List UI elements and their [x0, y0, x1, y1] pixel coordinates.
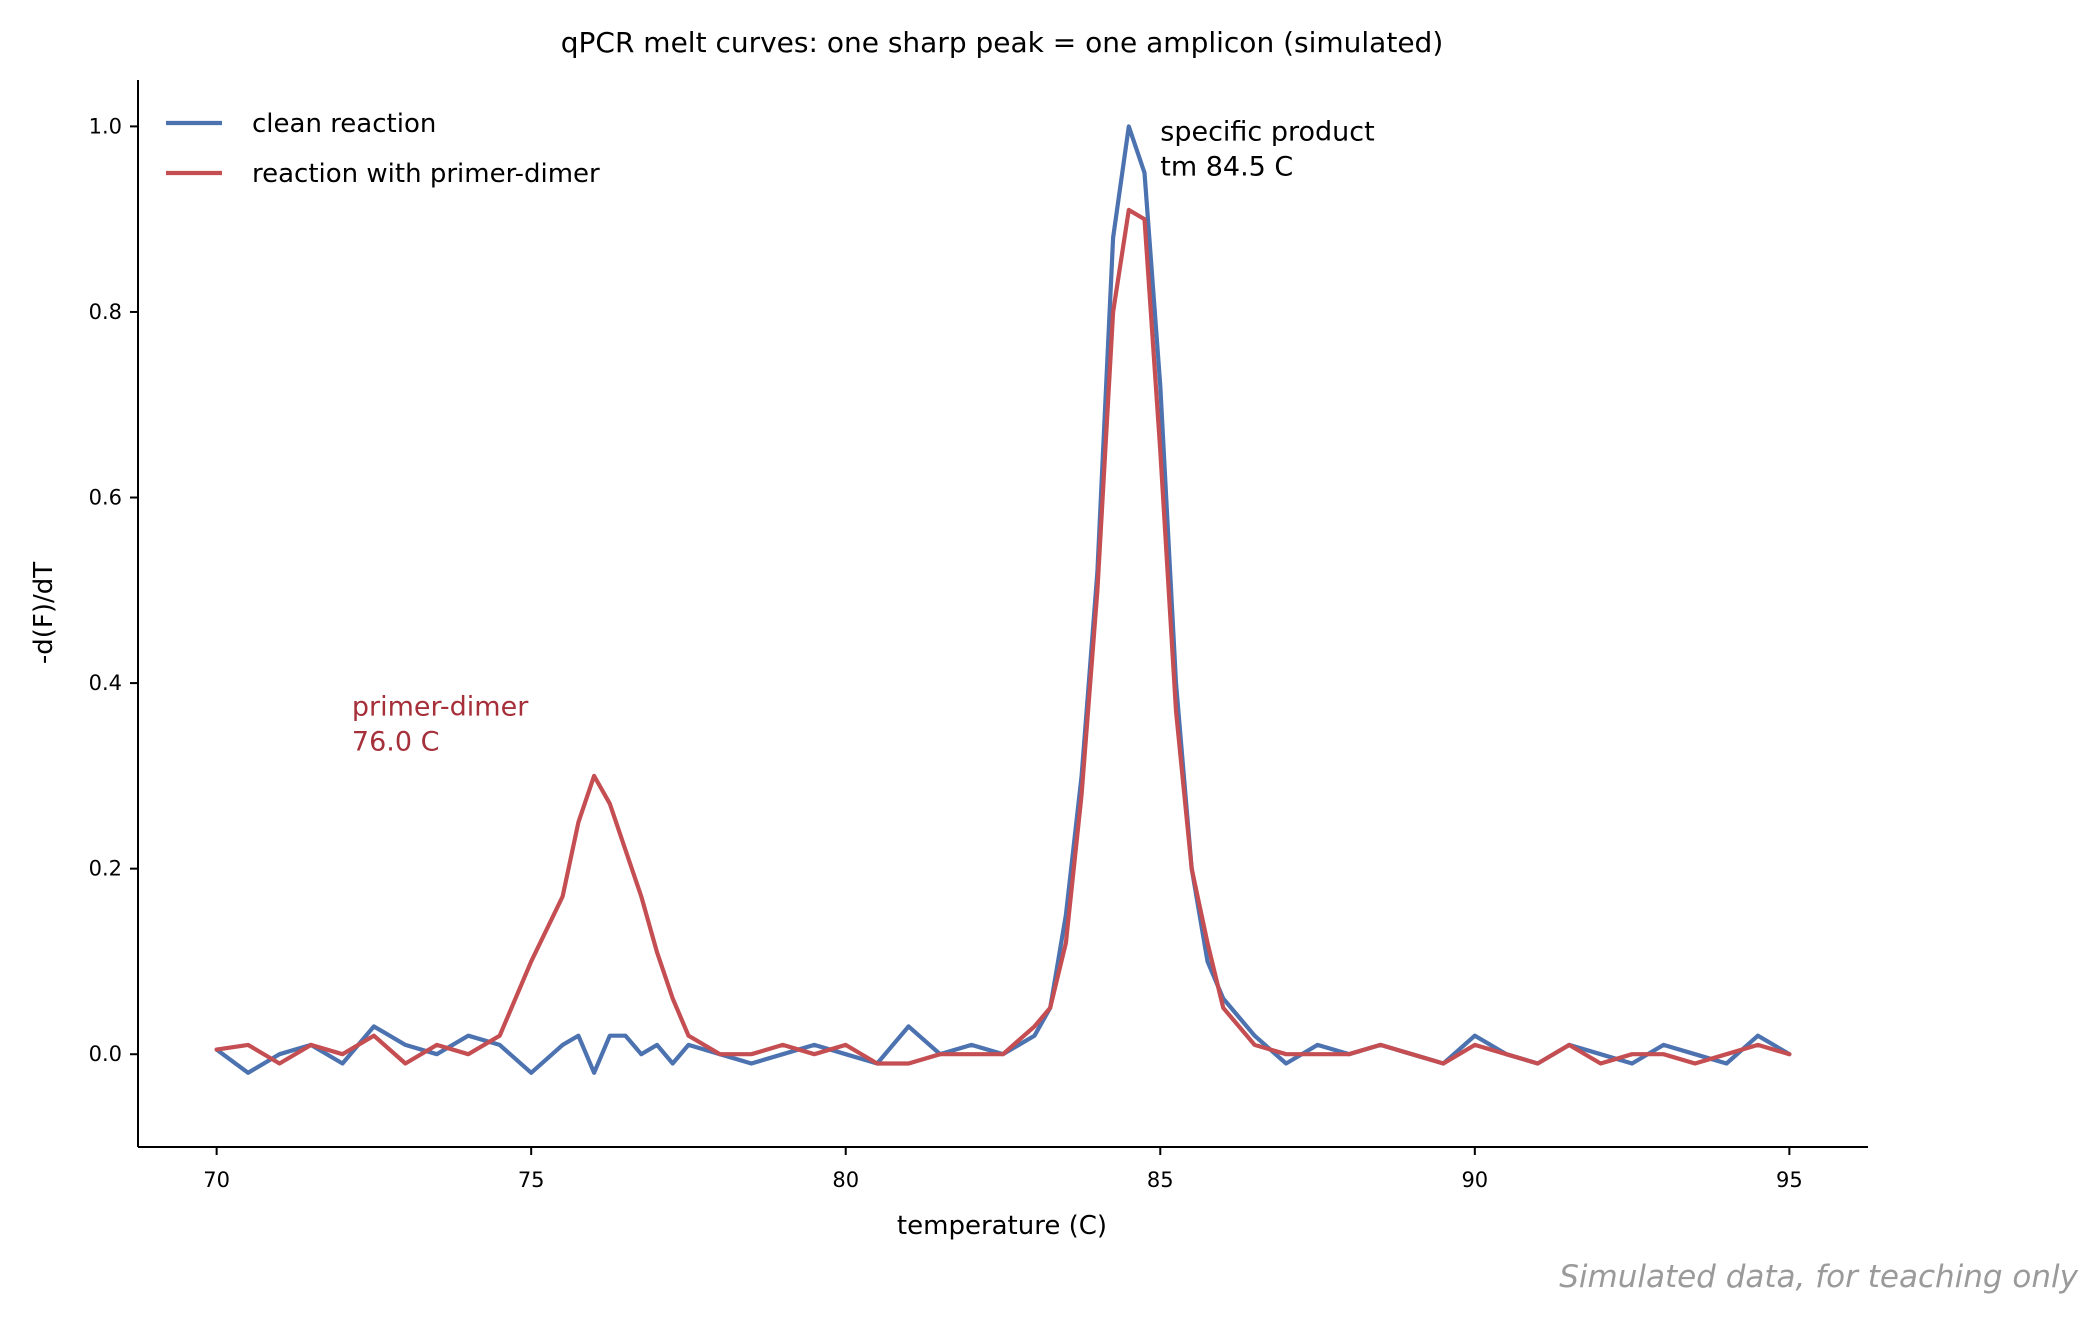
- legend-label: reaction with primer-dimer: [252, 159, 600, 189]
- y-tick-label: 0.8: [89, 300, 122, 324]
- axes: [137, 80, 1868, 1148]
- x-tick-label: 70: [203, 1168, 230, 1192]
- plot-lines: [214, 124, 1792, 1075]
- annotation-specific-product: specific product tm 84.5 C: [1160, 116, 1374, 182]
- series-line-primer-dimer: [214, 207, 1792, 1066]
- legend: clean reaction reaction with primer-dimer: [166, 109, 600, 189]
- series-line-clean: [214, 124, 1792, 1075]
- legend-label: clean reaction: [252, 109, 436, 139]
- x-tick-label: 95: [1776, 1168, 1803, 1192]
- x-tick-label: 90: [1461, 1168, 1488, 1192]
- y-tick-label: 1.0: [89, 114, 122, 138]
- annotations: specific product tm 84.5 C primer-dimer 76.…: [352, 116, 1375, 757]
- y-tick-label: 0.4: [89, 671, 122, 695]
- annotation-primer-dimer: primer-dimer 76.0 C: [352, 692, 529, 758]
- y-tick-label: 0.2: [89, 857, 122, 881]
- x-ticks: 70 75 80 85 90 95: [203, 1147, 1803, 1192]
- chart-title: qPCR melt curves: one sharp peak = one a…: [561, 26, 1444, 59]
- footer-note: Simulated data, for teaching only: [1559, 1259, 2078, 1295]
- x-tick-label: 85: [1147, 1168, 1174, 1192]
- x-tick-label: 75: [518, 1168, 545, 1192]
- y-ticks: 0.0 0.2 0.4 0.6 0.8 1.0: [89, 114, 138, 1066]
- y-axis-label: -d(F)/dT: [29, 562, 59, 664]
- x-axis-label: temperature (C): [897, 1211, 1107, 1241]
- x-tick-label: 80: [832, 1168, 859, 1192]
- y-tick-label: 0.6: [89, 486, 122, 510]
- y-tick-label: 0.0: [89, 1042, 122, 1066]
